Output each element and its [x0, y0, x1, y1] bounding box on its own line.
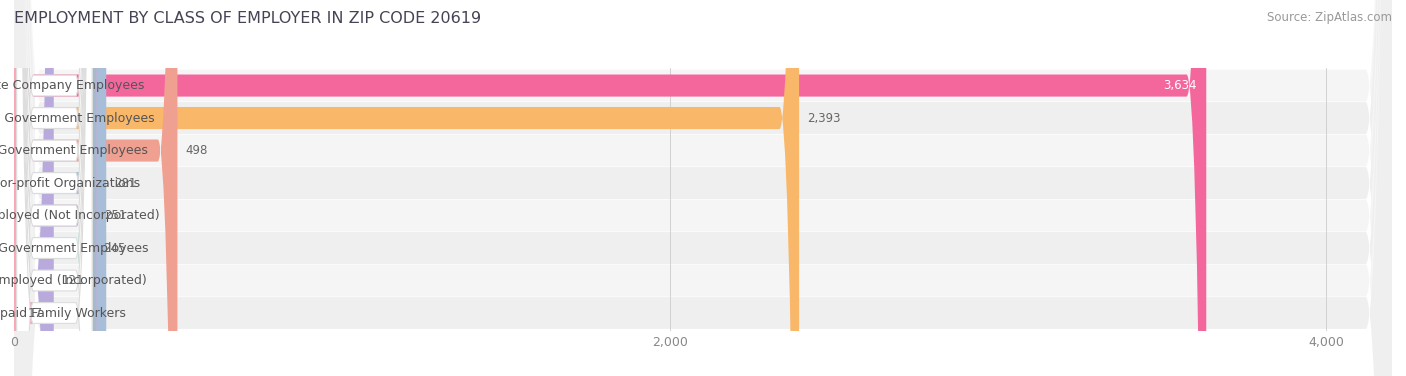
FancyBboxPatch shape [17, 0, 93, 376]
FancyBboxPatch shape [14, 0, 1206, 376]
Text: 2,393: 2,393 [807, 112, 841, 124]
FancyBboxPatch shape [14, 0, 177, 376]
FancyBboxPatch shape [14, 0, 1392, 376]
FancyBboxPatch shape [14, 0, 1392, 376]
FancyBboxPatch shape [17, 0, 93, 376]
FancyBboxPatch shape [14, 0, 1392, 376]
Text: Unpaid Family Workers: Unpaid Family Workers [0, 306, 127, 320]
FancyBboxPatch shape [14, 0, 1392, 376]
FancyBboxPatch shape [14, 0, 1392, 376]
FancyBboxPatch shape [0, 0, 34, 376]
FancyBboxPatch shape [14, 0, 97, 376]
FancyBboxPatch shape [14, 0, 1392, 376]
Text: EMPLOYMENT BY CLASS OF EMPLOYER IN ZIP CODE 20619: EMPLOYMENT BY CLASS OF EMPLOYER IN ZIP C… [14, 11, 481, 26]
FancyBboxPatch shape [17, 0, 93, 376]
Text: Self-Employed (Incorporated): Self-Employed (Incorporated) [0, 274, 146, 287]
Text: 281: 281 [114, 177, 136, 190]
Text: 245: 245 [103, 241, 125, 255]
FancyBboxPatch shape [17, 0, 93, 376]
FancyBboxPatch shape [14, 0, 53, 376]
Text: Self-Employed (Not Incorporated): Self-Employed (Not Incorporated) [0, 209, 159, 222]
Text: Not-for-profit Organizations: Not-for-profit Organizations [0, 177, 141, 190]
Text: Local Government Employees: Local Government Employees [0, 144, 148, 157]
Text: 498: 498 [186, 144, 208, 157]
Text: Private Company Employees: Private Company Employees [0, 79, 143, 92]
FancyBboxPatch shape [17, 0, 93, 376]
FancyBboxPatch shape [14, 0, 94, 376]
FancyBboxPatch shape [14, 0, 799, 376]
Text: Federal Government Employees: Federal Government Employees [0, 112, 155, 124]
FancyBboxPatch shape [17, 0, 93, 376]
Text: 251: 251 [104, 209, 127, 222]
FancyBboxPatch shape [17, 0, 93, 376]
Text: 17: 17 [28, 306, 42, 320]
Text: 3,634: 3,634 [1163, 79, 1197, 92]
FancyBboxPatch shape [14, 0, 107, 376]
FancyBboxPatch shape [17, 0, 93, 376]
Text: State Government Employees: State Government Employees [0, 241, 148, 255]
Text: 121: 121 [62, 274, 84, 287]
FancyBboxPatch shape [14, 0, 1392, 376]
Text: Source: ZipAtlas.com: Source: ZipAtlas.com [1267, 11, 1392, 24]
FancyBboxPatch shape [14, 0, 1392, 376]
